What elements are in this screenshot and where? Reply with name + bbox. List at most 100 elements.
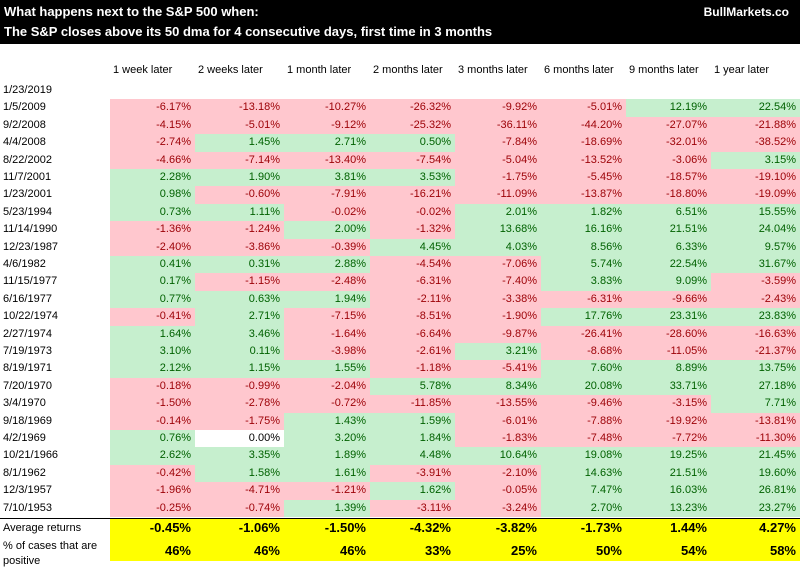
table-row: 1/23/2001 0.98% -0.60% -7.91% -16.21% -11.09%…: [0, 186, 800, 204]
return-cell: -4.15%: [110, 116, 195, 135]
return-cell: -1.36%: [110, 221, 195, 239]
return-cell: -2.40%: [110, 238, 195, 256]
return-cell: 4.48%: [370, 447, 455, 465]
return-cell: -3.86%: [195, 238, 284, 256]
row-date: 1/5/2009: [3, 101, 46, 114]
return-cell: 4.45%: [370, 238, 455, 256]
table-row: 12/23/1987 -2.40% -3.86% -0.39% 4.45% 4.03% 8.…: [0, 238, 800, 256]
return-cell: 20.08%: [541, 377, 626, 396]
return-cell: -0.99%: [195, 377, 284, 396]
return-cell: 3.15%: [711, 151, 800, 169]
return-cell: -3.24%: [455, 499, 541, 517]
row-date: 4/4/2008: [3, 136, 46, 149]
column-header: 3 months later: [458, 64, 528, 76]
summary-value: 1.44%: [626, 519, 711, 537]
return-cell: -9.12%: [284, 116, 370, 135]
row-date: 11/14/1990: [3, 223, 58, 236]
row-date: 6/16/1977: [3, 292, 52, 305]
return-cell: 2.12%: [110, 360, 195, 378]
return-cell: 19.08%: [541, 447, 626, 465]
return-cell: -2.74%: [110, 134, 195, 152]
return-cell: 1.15%: [195, 360, 284, 378]
return-cell: 15.55%: [711, 203, 800, 222]
return-cell: 1.89%: [284, 447, 370, 465]
return-cell: 14.63%: [541, 464, 626, 483]
table-row: 2/27/1974 1.64% 3.46% -1.64% -6.64% -9.87% -26…: [0, 325, 800, 343]
return-cell: -0.42%: [110, 464, 195, 483]
return-cell: -1.75%: [455, 169, 541, 187]
return-cell: 0.17%: [110, 273, 195, 291]
return-cell: -2.04%: [284, 377, 370, 396]
return-cell: 7.47%: [541, 482, 626, 500]
return-cell: -9.66%: [626, 290, 711, 309]
summary-value: 46%: [110, 537, 195, 561]
return-cell: 1.58%: [195, 464, 284, 483]
return-cell: 5.74%: [541, 256, 626, 274]
return-cell: 0.11%: [195, 343, 284, 361]
return-cell: 8.34%: [455, 377, 541, 396]
return-cell: 3.46%: [195, 325, 284, 343]
return-cell: -0.14%: [110, 412, 195, 430]
return-cell: 2.62%: [110, 447, 195, 465]
return-cell: -21.88%: [711, 116, 800, 135]
table-row: 9/2/2008 -4.15% -5.01% -9.12% -25.32% -36.11%…: [0, 116, 800, 135]
return-cell: -9.87%: [455, 325, 541, 343]
return-cell: 2.70%: [541, 499, 626, 517]
row-date: 10/21/1966: [3, 449, 59, 462]
column-header-row: 1 week later 2 weeks later 1 month later 2 …: [0, 62, 800, 78]
return-cell: -4.71%: [195, 482, 284, 500]
table-row: 8/1/1962 -0.42% 1.58% 1.61% -3.91% -2.10% 14.6…: [0, 464, 800, 483]
return-cell: -4.54%: [370, 256, 455, 274]
return-cell: 31.67%: [711, 256, 800, 274]
return-cell: 23.83%: [711, 308, 800, 326]
return-cell: -16.63%: [711, 325, 800, 343]
summary-row-average: Average returns -0.45% -1.06% -1.50% -4.32% -…: [0, 519, 800, 537]
return-cell: 1.61%: [284, 464, 370, 483]
row-date: 1/23/2019: [3, 84, 52, 96]
return-cell: 9.57%: [711, 238, 800, 256]
return-cell: 2.28%: [110, 169, 195, 187]
return-cell: 1.94%: [284, 290, 370, 309]
return-cell: 21.45%: [711, 447, 800, 465]
return-cell: -7.54%: [370, 151, 455, 169]
return-cell: 1.90%: [195, 169, 284, 187]
return-cell: 2.71%: [284, 134, 370, 152]
row-date: 9/2/2008: [3, 118, 46, 131]
return-cell: -2.11%: [370, 290, 455, 309]
return-cell: 0.41%: [110, 256, 195, 274]
row-date: 8/19/1971: [3, 362, 52, 375]
return-cell: 13.75%: [711, 360, 800, 378]
return-cell: 1.82%: [541, 203, 626, 222]
return-cell: 1.43%: [284, 412, 370, 430]
return-cell: 22.54%: [626, 256, 711, 274]
return-cell: -1.83%: [455, 430, 541, 448]
return-cell: -28.60%: [626, 325, 711, 343]
return-cell: 0.76%: [110, 430, 195, 448]
table-row: 11/15/1977 0.17% -1.15% -2.48% -6.31% -7.40% 3…: [0, 273, 800, 291]
return-cell: 3.20%: [284, 430, 370, 448]
return-cell: -3.91%: [370, 464, 455, 483]
return-cell: 19.25%: [626, 447, 711, 465]
return-cell: -7.84%: [455, 134, 541, 152]
return-cell: -0.74%: [195, 499, 284, 517]
table-row: 8/19/1971 2.12% 1.15% 1.55% -1.18% -5.41% 7.60…: [0, 360, 800, 378]
return-cell: 3.81%: [284, 169, 370, 187]
return-cell: 0.77%: [110, 290, 195, 309]
return-cell: 23.27%: [711, 499, 800, 517]
brand-label: BullMarkets.co: [703, 5, 789, 19]
return-cell: -2.43%: [711, 290, 800, 309]
return-cell: 1.55%: [284, 360, 370, 378]
summary-value: 33%: [370, 537, 455, 561]
return-cell: -5.01%: [541, 99, 626, 117]
table-row: 5/23/1994 0.73% 1.11% -0.02% -0.02% 2.01% 1.82…: [0, 203, 800, 222]
return-cell: 3.10%: [110, 343, 195, 361]
return-cell: 7.60%: [541, 360, 626, 378]
return-cell: 2.88%: [284, 256, 370, 274]
return-cell: -8.68%: [541, 343, 626, 361]
return-cell: -5.01%: [195, 116, 284, 135]
return-cell: -7.14%: [195, 151, 284, 169]
title-bar: What happens next to the S&P 500 when: T…: [0, 0, 800, 44]
return-cell: -21.37%: [711, 343, 800, 361]
return-cell: -7.72%: [626, 430, 711, 448]
return-cell: 13.23%: [626, 499, 711, 517]
